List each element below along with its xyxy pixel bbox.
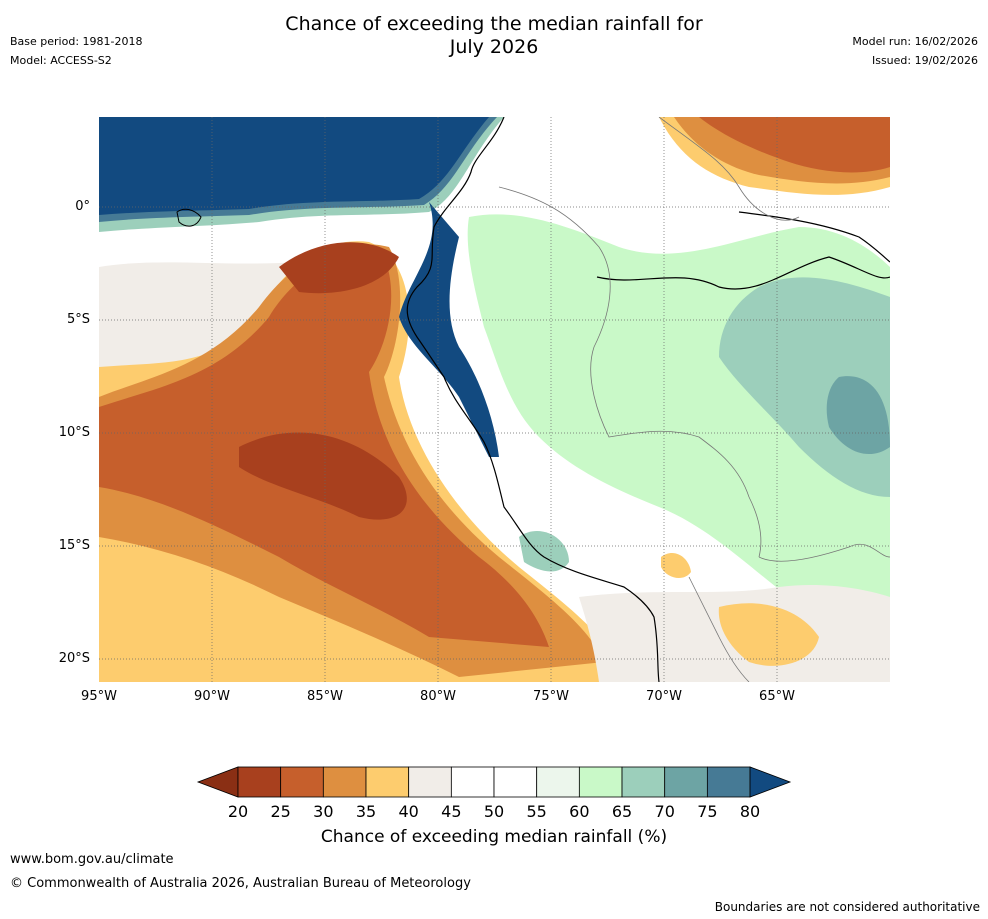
colorbar: 20 25 30 35 40 45 50 55 60 65 70 75 80 [196,766,792,821]
amazon-river [596,256,890,290]
galapagos-islands [176,208,202,227]
colorbar-cell-1 [280,766,324,798]
map-title: Chance of exceeding the median rainfall … [0,13,988,59]
dry-patch-altiplano [661,552,691,579]
band-20-25-core-north [279,242,399,294]
footer-note: Boundaries are not considered authoritat… [714,900,980,914]
colorbar-tick-10: 70 [655,802,675,821]
graticule [99,117,890,682]
colorbar-label: Chance of exceeding median rainfall (%) [320,827,668,847]
colorbar-cell-11 [706,766,751,798]
title-line-1: Chance of exceeding the median rainfall … [285,13,703,35]
meta-left: Base period: 1981-2018 Model: ACCESS-S2 [10,32,142,70]
lat-tick-3: 15°S [58,538,90,553]
band-above-80-northwest [99,117,489,215]
issued-date: Issued: 19/02/2026 [871,54,978,67]
colorbar-cell-9 [621,766,666,798]
lat-tick-0: 0° [75,199,90,214]
colorbar-tick-9: 65 [612,802,632,821]
lon-tick-1: 90°W [194,689,230,704]
title-line-2: July 2026 [449,36,539,58]
band-35-40-south [718,603,819,666]
colorbar-tick-12: 80 [740,802,760,821]
lon-tick-5: 70°W [646,689,682,704]
colorbar-cell-8 [578,766,623,798]
colorbar-cell-5 [450,766,495,798]
colorbar-tick-2: 30 [313,802,333,821]
map-panel[interactable] [99,117,890,682]
colorbar-tick-6: 50 [484,802,504,821]
meta-right: Model run: 16/02/2026 Issued: 19/02/2026 [852,32,978,70]
colorbar-tick-5: 45 [441,802,461,821]
lat-tick-2: 10°S [58,425,90,440]
band-70-75-land [826,376,890,455]
colorbar-tick-4: 40 [399,802,419,821]
coastal-wet-strip [399,202,499,457]
colorbar-above-arrow [749,766,792,798]
band-65-70-small-patch [519,531,569,572]
footer-copyright: © Commonwealth of Australia 2026, Austra… [10,876,471,891]
colorbar-cell-10 [664,766,708,798]
lat-tick-4: 20°S [58,651,90,666]
colorbar-tick-3: 35 [356,802,376,821]
colorbar-cell-6 [493,766,538,798]
footer-url[interactable]: www.bom.gov.au/climate [10,852,174,867]
lat-tick-1: 5°S [66,312,90,327]
coastline [406,117,660,682]
colorbar-tick-0: 20 [228,802,248,821]
lon-tick-0: 95°W [81,689,117,704]
colorbar-tick-11: 75 [697,802,717,821]
band-20-25-core-south [239,432,407,520]
colorbar-cell-7 [536,766,580,798]
band-25-30-north [699,117,890,173]
base-period: Base period: 1981-2018 [10,35,143,48]
colorbar-cells [196,766,792,798]
colorbar-cell-0 [237,766,282,798]
country-borders [498,117,890,682]
colorbar-cell-2 [322,766,367,798]
colorbar-tick-1: 25 [270,802,290,821]
lon-tick-2: 85°W [307,689,343,704]
colorbar-below-arrow [196,766,239,798]
colorbar-cell-3 [365,766,410,798]
colorbar-tick-labels: 20 25 30 35 40 45 50 55 60 65 70 75 80 [228,802,760,821]
colorbar-tick-7: 55 [527,802,547,821]
model-name: Model: ACCESS-S2 [10,54,112,67]
lon-tick-3: 80°W [420,689,456,704]
model-run: Model run: 16/02/2026 [852,35,978,48]
lon-tick-4: 75°W [533,689,569,704]
colorbar-tick-8: 60 [569,802,589,821]
lon-tick-6: 65°W [759,689,795,704]
colorbar-cell-4 [408,766,452,798]
rainfall-map [99,117,890,682]
